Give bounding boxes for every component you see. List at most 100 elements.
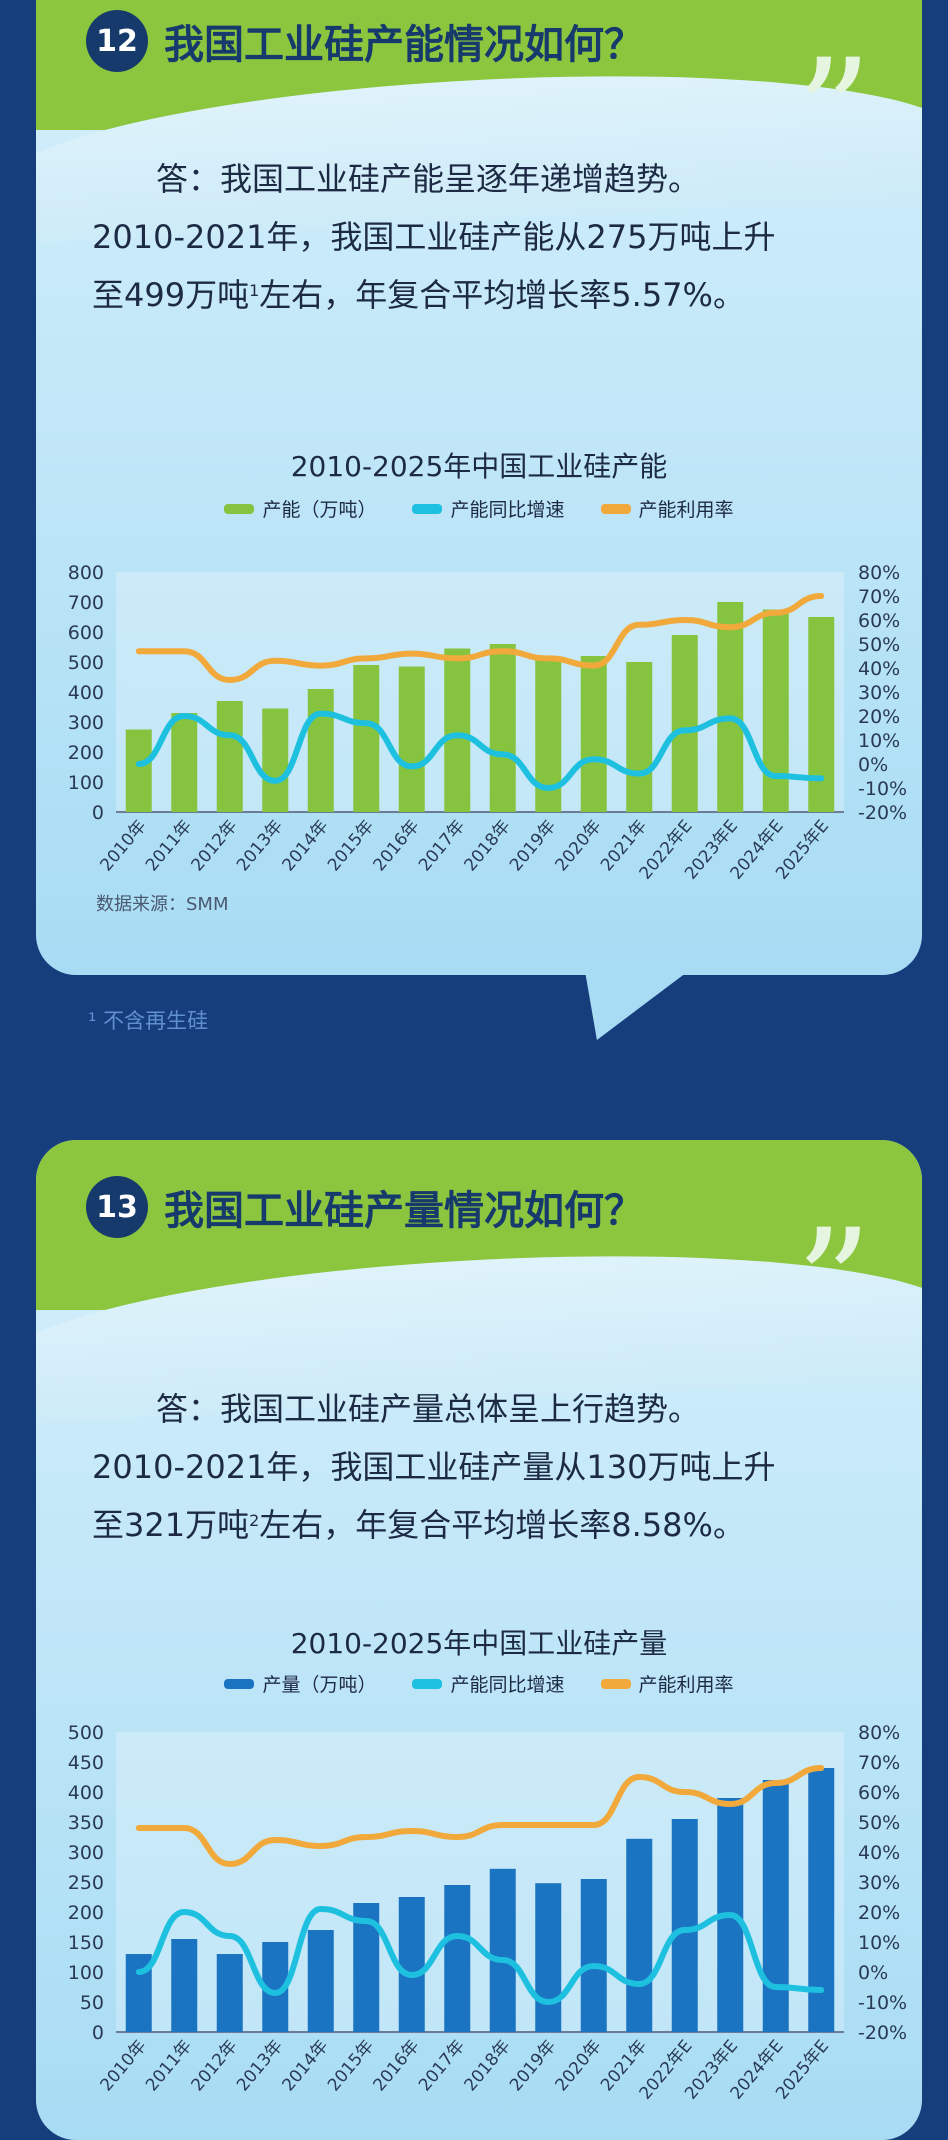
x-tick: 2016年: [370, 816, 424, 875]
legend-label: 产能（万吨）: [262, 499, 377, 521]
bar: [580, 1879, 607, 2032]
y-left-tick: 0: [92, 2022, 104, 2044]
y-right-tick: 40%: [858, 1842, 900, 1864]
line-series: [135, 593, 825, 684]
chart-legend: 产量（万吨） 产能同比增速 产能利用率: [36, 1670, 922, 1697]
legend-item: 产能利用率: [600, 495, 734, 522]
bar: [444, 1885, 471, 2032]
quote-icon: ”: [795, 1198, 872, 1372]
x-tick: 2014年: [279, 816, 333, 875]
legend-label: 产能利用率: [638, 1674, 734, 1696]
y-left-tick: 150: [68, 1932, 104, 1954]
y-left-tick: 100: [68, 1962, 104, 1984]
answer-part: 左右，年复合平均增长率5.57%。: [259, 276, 745, 314]
bar: [489, 1868, 516, 2032]
y-right-tick: 80%: [858, 562, 900, 584]
bar: [216, 701, 243, 812]
x-tick: 2011年: [142, 816, 196, 875]
legend-label: 产量（万吨）: [262, 1674, 377, 1696]
question-title: 我国工业硅产能情况如何？: [164, 22, 644, 68]
x-tick: 2019年: [506, 816, 560, 875]
x-tick: 2010年: [97, 2036, 151, 2095]
y-left-tick: 0: [92, 802, 104, 824]
capacity-chart: 0100200300400500600700800-20%-10%0%10%20…: [68, 562, 907, 884]
x-tick: 2012年: [188, 816, 242, 875]
answer-line: 至321万吨2左右，年复合平均增长率8.58%。: [92, 1496, 892, 1554]
x-tick: 2020年: [552, 816, 606, 875]
bar: [580, 656, 607, 812]
y-left-tick: 600: [68, 622, 104, 644]
y-right-tick: 0%: [858, 754, 888, 776]
line-series: [135, 1905, 825, 2006]
bar: [535, 1883, 562, 2032]
legend-item: 产量（万吨）: [224, 1670, 376, 1697]
bar: [626, 1838, 653, 2032]
y-left-tick: 300: [68, 1842, 104, 1864]
y-left-tick: 500: [68, 1722, 104, 1744]
legend-label: 产能同比增速: [450, 499, 565, 521]
y-left-tick: 500: [68, 652, 104, 674]
bar: [808, 617, 835, 812]
answer-line: 答：我国工业硅产能呈逐年递增趋势。: [156, 160, 701, 198]
chart-title: 2010-2025年中国工业硅产能: [290, 450, 668, 483]
bar: [762, 609, 789, 812]
chart-legend: 产能（万吨） 产能同比增速 产能利用率: [36, 495, 922, 522]
bar: [216, 1954, 243, 2032]
production-chart: 0 50 100 150 200 250 300 350 400 450 500 -20% -10% 0%…: [68, 1722, 907, 2104]
bar: [353, 665, 380, 812]
y-right-tick: 70%: [858, 1752, 900, 1774]
legend-item: 产能（万吨）: [224, 495, 376, 522]
y-right-tick: 0%: [858, 1962, 888, 1984]
y-right-tick: 80%: [858, 1722, 900, 1744]
legend-swatch: [224, 1678, 255, 1689]
legend-swatch: [412, 1678, 443, 1689]
bar: [171, 713, 198, 812]
legend-item: 产能同比增速: [412, 1670, 565, 1697]
answer-line: 答：我国工业硅产量总体呈上行趋势。: [156, 1390, 701, 1428]
bar: [171, 1939, 198, 2032]
question-header: 13 我国工业硅产量情况如何？: [86, 1176, 644, 1238]
bar: [262, 708, 289, 812]
x-tick: 2010年: [97, 816, 151, 875]
answer-line: 2010-2021年，我国工业硅产量从130万吨上升: [92, 1448, 776, 1486]
answer-text: 答：我国工业硅产能呈逐年递增趋势。 2010-2021年，我国工业硅产能从275…: [92, 150, 892, 324]
bar: [626, 662, 653, 812]
legend-swatch: [600, 503, 631, 514]
bar: [671, 635, 698, 812]
x-tick: 2017年: [415, 816, 469, 875]
y-left-tick: 400: [68, 682, 104, 704]
x-tick: 2011年: [142, 2036, 196, 2095]
bar: [398, 1897, 425, 2032]
legend-item: 产能利用率: [600, 1670, 734, 1697]
y-left-tick: 450: [68, 1752, 104, 1774]
y-right-tick: 40%: [858, 658, 900, 680]
x-tick: 2020年: [552, 2036, 606, 2095]
y-left-tick: 200: [68, 1902, 104, 1924]
answer-line: 至499万吨1左右，年复合平均增长率5.57%。: [92, 266, 892, 324]
bar: [307, 1930, 334, 2032]
y-left-tick: 350: [68, 1812, 104, 1834]
footnote: ¹ 不含再生硅: [88, 1009, 209, 1033]
y-right-tick: 60%: [858, 1782, 900, 1804]
footnote-ref: 1: [249, 281, 260, 300]
question-number: 13: [86, 1176, 148, 1238]
bar: [307, 689, 334, 812]
bar: [489, 644, 516, 812]
y-right-tick: 30%: [858, 682, 900, 704]
y-left-tick: 200: [68, 742, 104, 764]
x-tick: 2014年: [279, 2036, 333, 2095]
x-tick: 2015年: [324, 2036, 378, 2095]
header-band: [36, 0, 922, 130]
quote-icon: ”: [795, 28, 872, 202]
y-left-tick: 400: [68, 1782, 104, 1804]
y-left-tick: 700: [68, 592, 104, 614]
legend-item: 产能同比增速: [412, 495, 565, 522]
legend-swatch: [600, 1678, 631, 1689]
y-left-tick: 300: [68, 712, 104, 734]
y-left-tick: 100: [68, 772, 104, 794]
y-right-tick: -10%: [858, 778, 907, 800]
x-tick: 2019年: [506, 2036, 560, 2095]
bar: [717, 602, 744, 812]
y-right-tick: 10%: [858, 1932, 900, 1954]
bar: [398, 666, 425, 812]
